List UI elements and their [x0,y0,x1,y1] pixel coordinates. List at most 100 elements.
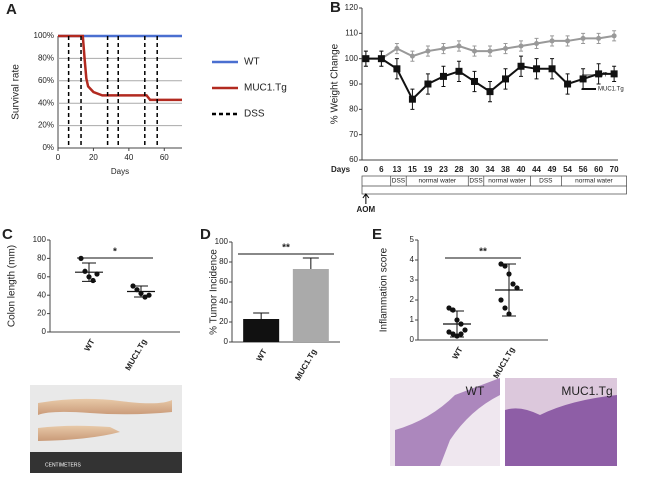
x-tick-label: MUC1.Tg [123,337,148,372]
x-tick-label: 15 [408,165,417,174]
marker [502,75,510,83]
y-axis-label: Inflammation score [379,247,390,332]
data-point [462,327,468,333]
y-tick-label: 70 [349,130,358,139]
y-tick-label: 80 [37,254,46,263]
error-bar [302,257,319,269]
y-tick-label: 0 [224,337,229,346]
marker [565,38,571,44]
marker [424,80,432,88]
marker [440,46,446,52]
marker [549,38,555,44]
marker [564,80,572,88]
sd-bar [82,262,96,282]
marker [610,70,618,78]
marker [471,48,477,54]
x-tick-label: 28 [455,165,464,174]
y-tick-label: 60 [219,277,228,286]
y-axis-label: % Tumor Incidence [209,249,220,335]
panel-letter: B [330,0,341,16]
marker [580,35,586,41]
marker [439,72,447,80]
regimen-label: normal water [488,178,526,185]
y-tick-label: 110 [345,28,358,37]
marker [548,65,556,73]
data-point [130,283,136,289]
sd-bar [450,310,464,338]
x-tick-label: 23 [439,165,448,174]
y-tick-label: 60 [37,272,46,281]
x-tick-label: 0 [56,153,61,162]
y-tick-label: 80 [219,257,228,266]
x-tick-label: WT [255,347,269,362]
marker [456,43,462,49]
photo-label: WT [466,384,485,398]
bar [243,319,280,342]
y-tick-label: 5 [410,235,415,244]
significance: ** [479,247,487,258]
x-tick-label: WT [83,337,97,352]
data-point [458,331,464,337]
y-tick-label: 3 [410,275,415,284]
y-tick-label: 90 [349,79,358,88]
legend-label: DSS [244,109,265,120]
marker [595,70,603,78]
x-tick-label: 30 [470,165,479,174]
data-point [82,268,88,274]
marker [377,55,385,63]
tissue-wt [395,378,500,466]
colon-muc [38,425,120,441]
marker [455,67,463,75]
panel-letter: C [2,226,13,243]
y-tick-label: 40 [219,297,228,306]
colon-wt [38,398,172,415]
x-tick-label: 0 [364,165,369,174]
data-point [498,261,504,267]
x-tick-label: 6 [379,165,384,174]
y-tick-label: 20 [37,309,46,318]
x-tick-label: 19 [423,165,432,174]
x-tick-label: MUC1.Tg [491,345,516,380]
y-tick-label: 0 [410,335,415,344]
legend-label: WT [598,73,608,79]
y-tick-label: 100 [215,237,229,246]
regimen-label: DSS [539,178,553,185]
regimen-label: normal water [575,178,613,185]
y-tick-label: 40% [38,98,54,107]
x-tick-label: 13 [392,165,401,174]
marker [362,55,370,63]
y-axis-label: % Weight Change [330,43,341,124]
marker [408,95,416,103]
data-point [146,292,152,298]
photo-label: CENTIMETERS [45,462,82,468]
data-point [450,307,456,313]
marker [409,53,415,59]
x-tick-label: WT [451,345,465,360]
y-tick-label: 0 [42,327,47,336]
data-point [446,329,452,335]
survival-line [58,34,182,102]
legend-label: MUC1.Tg [244,83,287,94]
y-tick-label: 100% [34,31,54,40]
x-axis-label: Days [111,167,129,176]
y-tick-label: 40 [37,290,46,299]
x-tick-label: 44 [532,165,541,174]
regimen-label: normal water [418,178,456,185]
x-tick-label: 70 [610,165,619,174]
data-point [90,277,96,284]
data-point [446,305,452,311]
marker [518,43,524,49]
panel-letter: D [200,226,211,243]
marker [517,62,525,70]
lumen-muc [505,378,617,415]
x-tick-label: 56 [579,165,588,174]
marker [425,48,431,54]
marker [534,40,540,46]
x-tick-label: 40 [517,165,526,174]
data-point [502,263,508,269]
marker [579,75,587,83]
data-point [502,305,508,311]
marker [486,88,494,96]
data-point [510,281,516,287]
aom-arrow [362,193,370,204]
